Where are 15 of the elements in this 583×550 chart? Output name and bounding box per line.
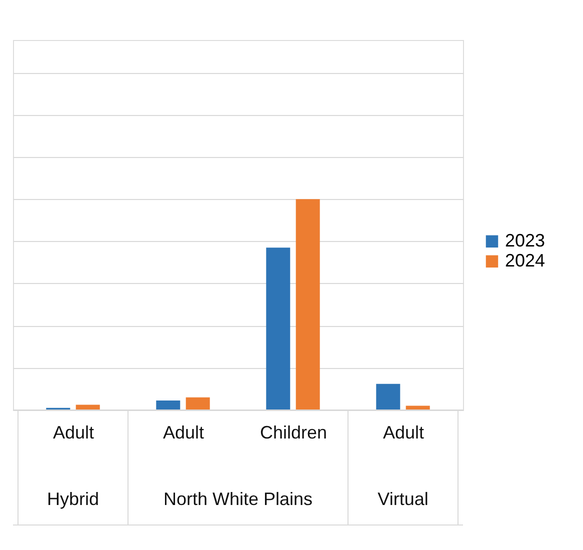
bar xyxy=(266,248,290,410)
x-tick-label: Adult xyxy=(52,422,94,442)
x-tick-label: Adult xyxy=(162,422,204,442)
text: North White Plains xyxy=(163,489,313,509)
x-tick-label: Adult xyxy=(382,422,424,442)
bar xyxy=(296,199,320,410)
bar xyxy=(156,400,180,410)
bar xyxy=(376,384,400,410)
bar xyxy=(76,404,100,410)
bar xyxy=(186,397,210,410)
x-tick-label: Children xyxy=(260,422,328,442)
text: Hybrid xyxy=(46,489,100,509)
text: Virtual xyxy=(378,489,428,509)
legend-label: 2024 xyxy=(505,250,546,270)
legend-label: 2023 xyxy=(505,230,546,250)
